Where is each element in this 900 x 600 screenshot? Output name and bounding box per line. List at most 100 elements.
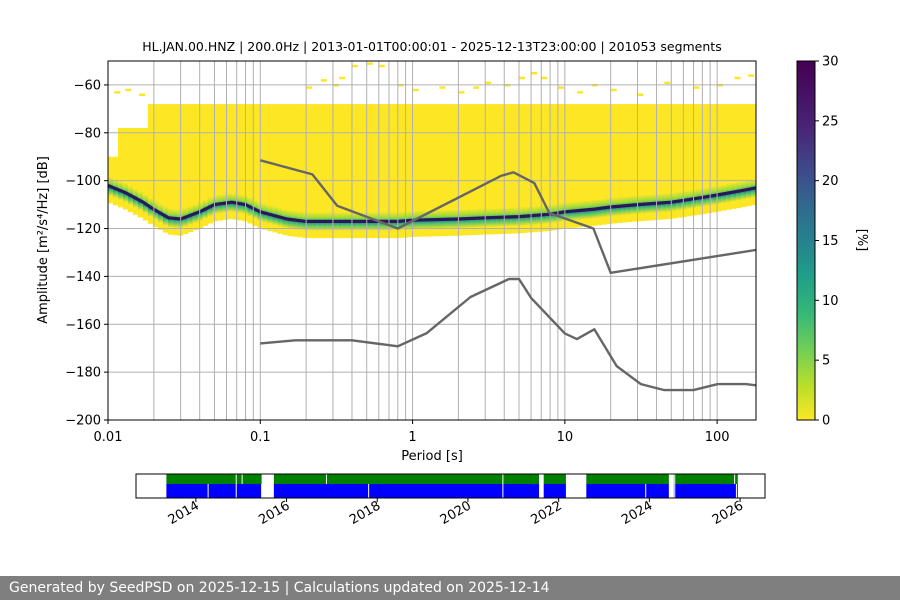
heatmap-cell xyxy=(172,104,179,236)
timeline-tick-label: 2022 xyxy=(528,498,564,528)
heatmap-cell xyxy=(422,104,428,237)
heatmap-cell xyxy=(317,104,323,239)
heatmap-cell xyxy=(307,104,313,239)
heatmap-cell xyxy=(217,104,224,221)
heatmap-cell xyxy=(521,104,528,233)
heatmap-cell xyxy=(473,86,480,89)
heatmap-cell xyxy=(666,104,672,220)
y-tick-label: −60 xyxy=(74,78,101,93)
heatmap-cell xyxy=(693,86,700,89)
heatmap-cell xyxy=(397,104,403,238)
heatmap-cell xyxy=(671,104,677,219)
heatmap-cell xyxy=(197,104,204,229)
heatmap-cell xyxy=(476,104,483,235)
heatmap-cell xyxy=(681,104,687,218)
heatmap-cell xyxy=(182,104,189,234)
heatmap-cell xyxy=(721,104,727,211)
heatmap-cell xyxy=(114,91,121,94)
heatmap-cell xyxy=(187,104,194,233)
x-axis-label: Period [s] xyxy=(401,449,463,464)
timeline-tick-label: 2024 xyxy=(619,498,655,528)
heatmap-cell xyxy=(664,81,671,85)
heatmap-cell xyxy=(387,104,393,239)
heatmap-cell xyxy=(456,104,463,236)
heatmap-cell xyxy=(526,104,533,233)
heatmap-cell xyxy=(491,104,498,235)
heatmap-cell xyxy=(637,93,644,97)
heatmap-cell xyxy=(471,104,478,236)
y-axis-label: Amplitude [m²/s⁴/Hz] [dB] xyxy=(36,156,51,324)
x-axis-ticks: 0.01 0.1 1 10 100 xyxy=(94,420,730,445)
heatmap-cell xyxy=(686,104,692,217)
heatmap-cell xyxy=(557,86,564,89)
heatmap-cell xyxy=(378,64,385,68)
y-tick-label: −100 xyxy=(65,174,101,189)
heatmap-cell xyxy=(407,104,413,238)
coverage-segment-top xyxy=(166,474,262,484)
heatmap-cell xyxy=(227,104,234,220)
footer: Generated by SeedPSD on 2025-12-15 | Cal… xyxy=(0,576,900,600)
heatmap-cell xyxy=(366,62,373,65)
heatmap-cell xyxy=(486,104,493,235)
heatmap-cell xyxy=(571,104,578,228)
colorbar-tick-label: 15 xyxy=(822,234,839,249)
heatmap-cell xyxy=(147,104,154,224)
heatmap-cell xyxy=(127,128,134,213)
heatmap-cell xyxy=(586,104,593,227)
plot-frame xyxy=(107,60,757,421)
colorbar-tick-label: 10 xyxy=(822,294,839,309)
heatmap-cell xyxy=(626,104,632,223)
grid-lines xyxy=(108,61,756,420)
heatmap-cell xyxy=(461,104,468,236)
heatmap-cell xyxy=(731,104,737,209)
heatmap-cell xyxy=(734,76,741,80)
y-tick-label: −120 xyxy=(65,222,101,237)
heatmap-cell xyxy=(458,91,465,94)
heatmap-cell xyxy=(541,104,548,232)
heatmap-cell xyxy=(466,104,473,236)
colorbar xyxy=(796,60,816,421)
x-tick-label: 10 xyxy=(557,430,574,445)
heatmap-cell xyxy=(232,104,239,220)
coverage-segment-top xyxy=(273,474,540,484)
coverage-segment-bottom xyxy=(673,484,738,498)
heatmap-cell xyxy=(706,104,712,214)
heatmap-cell xyxy=(339,76,346,80)
heatmap-cell xyxy=(337,104,343,239)
heatmap-cell xyxy=(152,104,159,227)
heatmap-cell xyxy=(122,128,129,210)
heatmap-cell xyxy=(519,76,526,80)
heatmap-cell xyxy=(125,88,132,92)
y-tick-label: −80 xyxy=(74,126,101,141)
heatmap-cell xyxy=(531,71,538,75)
y-axis-ticks: −200 −180 −160 −140 −120 −100 −80 −60 xyxy=(65,78,108,429)
y-tick-label: −180 xyxy=(65,366,101,381)
colorbar-tick-label: 30 xyxy=(822,55,839,70)
colorbar-ticks: 0 5 10 15 20 25 30 xyxy=(815,55,839,429)
heatmap-cell xyxy=(306,86,313,89)
y-tick-label: −140 xyxy=(65,270,101,285)
heatmap-cell xyxy=(576,104,583,228)
heatmap-cell xyxy=(142,128,149,221)
heatmap-cell xyxy=(192,104,199,231)
heatmap-cell xyxy=(352,104,358,239)
heatmap-cell xyxy=(267,104,274,232)
heatmap-cell xyxy=(117,128,124,208)
heatmap-cell xyxy=(581,104,588,227)
heatmap-cell xyxy=(748,74,755,77)
timeline-tick-label: 2016 xyxy=(256,498,292,528)
heatmap-cell xyxy=(320,79,327,82)
heatmap-cell xyxy=(432,104,438,237)
coverage-segment-top xyxy=(673,474,738,484)
heatmap-cell xyxy=(621,104,627,223)
noise-model-curves xyxy=(259,159,756,392)
coverage-segment-bottom xyxy=(166,484,262,498)
heatmap-cell xyxy=(377,104,383,239)
colorbar-tick-label: 20 xyxy=(822,174,839,189)
heatmap-cell xyxy=(646,104,652,221)
heatmap-cell xyxy=(287,104,294,237)
x-tick-label: 0.01 xyxy=(94,430,123,445)
heatmap-cell xyxy=(591,104,598,226)
coverage-segment-bottom xyxy=(586,484,669,498)
psd-histogram xyxy=(108,62,756,239)
